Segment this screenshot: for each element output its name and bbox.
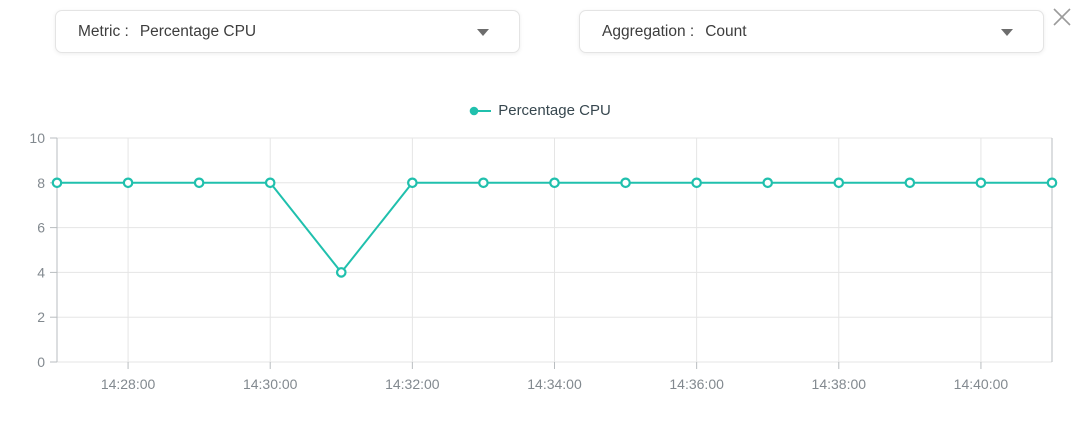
- line-chart: 0 2 4 6 8 10 14:28:00 14:30:00 14:32:00 14:34:00 1…: [29, 130, 1058, 392]
- svg-text:14:36:00: 14:36:00: [669, 376, 724, 392]
- svg-text:14:38:00: 14:38:00: [812, 376, 867, 392]
- svg-text:2: 2: [37, 309, 45, 325]
- svg-text:10: 10: [29, 130, 45, 146]
- line-series-legend-icon: [469, 106, 492, 115]
- svg-text:14:32:00: 14:32:00: [385, 376, 440, 392]
- chevron-down-icon: [1001, 28, 1013, 36]
- svg-text:14:40:00: 14:40:00: [954, 376, 1009, 392]
- chevron-down-icon: [477, 28, 489, 36]
- aggregation-value: Count: [705, 22, 747, 40]
- metric-label: Metric :: [78, 22, 129, 40]
- svg-text:14:34:00: 14:34:00: [527, 376, 582, 392]
- svg-text:14:30:00: 14:30:00: [243, 376, 298, 392]
- metric-dropdown[interactable]: Metric : Percentage CPU: [55, 10, 520, 53]
- svg-text:6: 6: [37, 220, 45, 236]
- legend-item-percentage-cpu[interactable]: Percentage CPU: [0, 102, 1080, 119]
- close-button[interactable]: [1047, 2, 1077, 32]
- close-icon: [1053, 8, 1071, 26]
- chart-area: 0 2 4 6 8 10 14:28:00 14:30:00 14:32:00 14:34:00 1…: [0, 125, 1080, 416]
- svg-text:8: 8: [37, 175, 45, 191]
- svg-text:14:28:00: 14:28:00: [101, 376, 156, 392]
- legend-label: Percentage CPU: [498, 102, 611, 119]
- aggregation-label: Aggregation :: [602, 22, 695, 40]
- metric-value: Percentage CPU: [139, 22, 257, 40]
- aggregation-dropdown[interactable]: Aggregation : Count: [579, 10, 1044, 53]
- svg-text:0: 0: [37, 354, 45, 370]
- svg-text:4: 4: [37, 264, 45, 280]
